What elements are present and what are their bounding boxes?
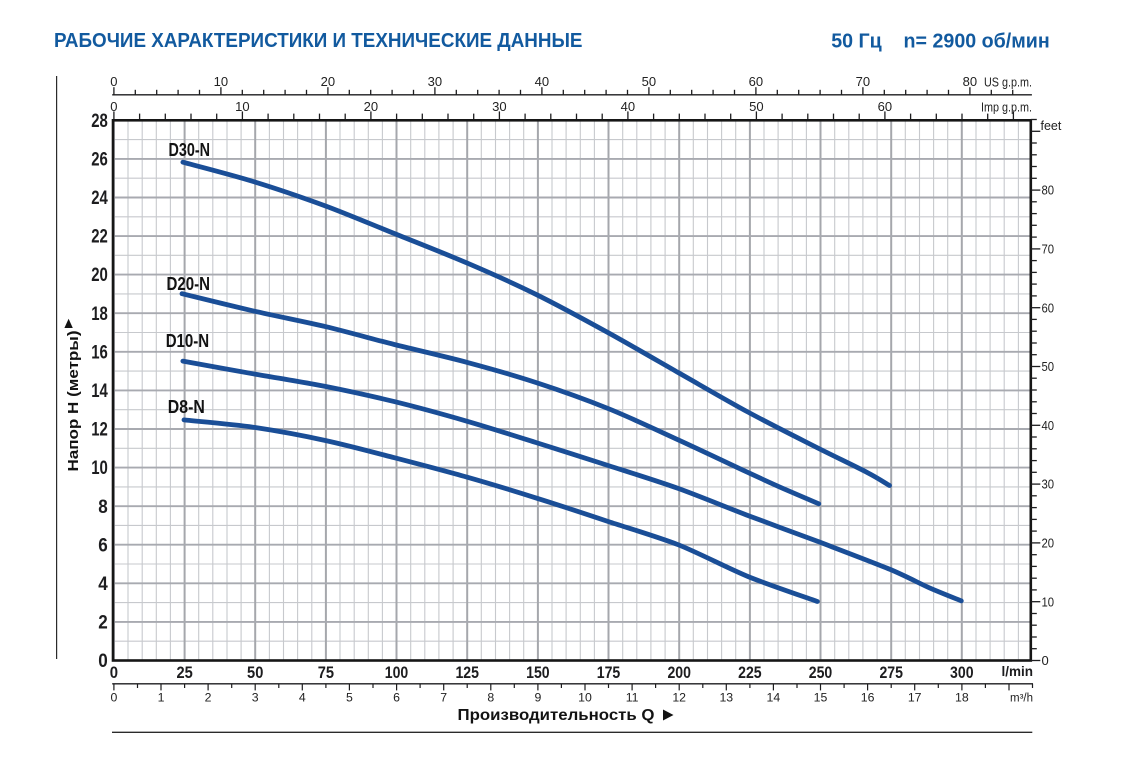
svg-text:0: 0 bbox=[110, 691, 117, 705]
svg-text:18: 18 bbox=[955, 691, 969, 705]
svg-text:D20-N: D20-N bbox=[167, 273, 211, 294]
svg-text:30: 30 bbox=[428, 74, 442, 89]
svg-text:7: 7 bbox=[440, 691, 447, 705]
svg-text:D10-N: D10-N bbox=[166, 330, 210, 351]
svg-text:50: 50 bbox=[749, 99, 763, 114]
svg-text:4: 4 bbox=[299, 691, 306, 705]
svg-text:50: 50 bbox=[1042, 359, 1055, 374]
svg-text:11: 11 bbox=[626, 691, 639, 705]
svg-text:0: 0 bbox=[110, 664, 118, 682]
svg-text:60: 60 bbox=[749, 74, 763, 89]
svg-text:40: 40 bbox=[535, 74, 549, 89]
svg-text:25: 25 bbox=[176, 664, 192, 682]
svg-text:30: 30 bbox=[1042, 477, 1055, 492]
svg-text:m³/h: m³/h bbox=[1010, 693, 1033, 705]
svg-text:80: 80 bbox=[1042, 183, 1055, 198]
svg-text:200: 200 bbox=[667, 664, 691, 682]
svg-text:250: 250 bbox=[809, 664, 833, 682]
svg-text:60: 60 bbox=[878, 99, 892, 114]
svg-text:50: 50 bbox=[642, 74, 656, 89]
svg-text:0: 0 bbox=[110, 99, 117, 114]
svg-text:feet: feet bbox=[1041, 119, 1062, 133]
svg-text:Imp g.p.m.: Imp g.p.m. bbox=[981, 101, 1032, 115]
svg-text:3: 3 bbox=[252, 691, 259, 705]
svg-text:20: 20 bbox=[364, 99, 378, 114]
svg-text:2: 2 bbox=[205, 691, 212, 705]
svg-text:70: 70 bbox=[1042, 242, 1055, 257]
svg-text:100: 100 bbox=[385, 664, 409, 682]
svg-text:30: 30 bbox=[492, 99, 506, 114]
svg-text:175: 175 bbox=[597, 664, 621, 682]
svg-text:Напор H (метры): Напор H (метры) bbox=[66, 330, 82, 471]
svg-text:D30-N: D30-N bbox=[169, 139, 211, 160]
svg-text:D8-N: D8-N bbox=[168, 396, 205, 417]
svg-text:US g.p.m.: US g.p.m. bbox=[984, 76, 1032, 90]
svg-text:60: 60 bbox=[1042, 300, 1055, 315]
svg-text:15: 15 bbox=[814, 691, 828, 705]
svg-text:18: 18 bbox=[91, 304, 108, 325]
svg-text:50 Гц n= 2900 об/мин: 50 Гц n= 2900 об/мин bbox=[831, 31, 1049, 53]
svg-text:14: 14 bbox=[767, 691, 781, 705]
svg-text:20: 20 bbox=[1042, 536, 1055, 551]
svg-text:40: 40 bbox=[621, 99, 635, 114]
svg-text:75: 75 bbox=[318, 664, 334, 682]
svg-text:10: 10 bbox=[214, 74, 228, 89]
svg-text:20: 20 bbox=[321, 74, 335, 89]
svg-text:24: 24 bbox=[91, 188, 108, 209]
svg-text:12: 12 bbox=[672, 691, 686, 705]
svg-text:13: 13 bbox=[719, 691, 733, 705]
svg-text:6: 6 bbox=[393, 691, 400, 705]
svg-text:8: 8 bbox=[98, 497, 108, 518]
svg-text:14: 14 bbox=[91, 381, 108, 402]
svg-text:150: 150 bbox=[526, 664, 550, 682]
svg-text:275: 275 bbox=[879, 664, 903, 682]
svg-text:26: 26 bbox=[91, 150, 108, 171]
svg-text:Производительность Q: Производительность Q bbox=[458, 707, 655, 724]
svg-text:6: 6 bbox=[98, 535, 108, 556]
svg-text:300: 300 bbox=[950, 664, 974, 682]
svg-text:50: 50 bbox=[247, 664, 263, 682]
svg-text:16: 16 bbox=[861, 691, 875, 705]
svg-text:10: 10 bbox=[235, 99, 249, 114]
svg-text:5: 5 bbox=[346, 691, 353, 705]
svg-text:22: 22 bbox=[91, 227, 108, 248]
svg-text:40: 40 bbox=[1042, 418, 1055, 433]
svg-text:8: 8 bbox=[487, 691, 494, 705]
svg-text:0: 0 bbox=[110, 74, 117, 89]
svg-text:225: 225 bbox=[738, 664, 762, 682]
svg-text:9: 9 bbox=[534, 691, 541, 705]
svg-text:20: 20 bbox=[91, 265, 108, 286]
svg-text:РАБОЧИЕ ХАРАКТЕРИСТИКИ И ТЕХНИ: РАБОЧИЕ ХАРАКТЕРИСТИКИ И ТЕХНИЧЕСКИЕ ДАН… bbox=[54, 29, 583, 52]
svg-text:0: 0 bbox=[98, 651, 108, 672]
svg-text:70: 70 bbox=[856, 74, 870, 89]
svg-text:0: 0 bbox=[1042, 653, 1049, 668]
svg-text:4: 4 bbox=[98, 574, 108, 595]
svg-text:l/min: l/min bbox=[1001, 664, 1033, 679]
svg-text:125: 125 bbox=[455, 664, 479, 682]
svg-text:1: 1 bbox=[158, 691, 165, 705]
svg-text:12: 12 bbox=[91, 420, 108, 441]
svg-text:28: 28 bbox=[91, 111, 108, 132]
svg-text:16: 16 bbox=[91, 342, 108, 363]
svg-text:10: 10 bbox=[1042, 594, 1055, 609]
svg-text:2: 2 bbox=[98, 613, 108, 634]
svg-text:10: 10 bbox=[578, 691, 592, 705]
svg-text:80: 80 bbox=[963, 74, 977, 89]
svg-text:17: 17 bbox=[908, 691, 922, 705]
svg-text:10: 10 bbox=[91, 458, 108, 479]
